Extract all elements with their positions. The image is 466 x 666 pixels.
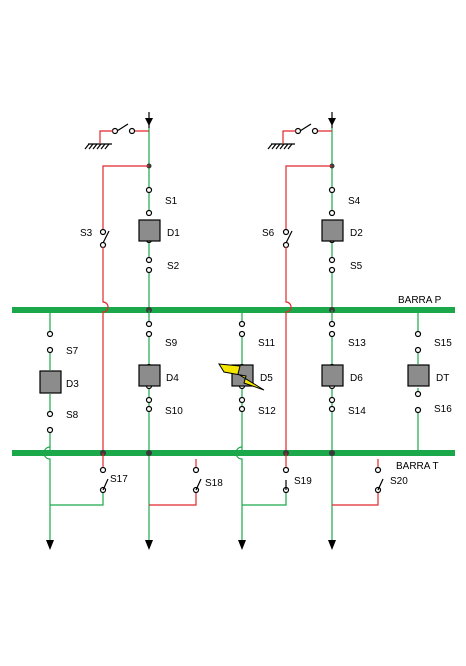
switch-s16-label: S16: [434, 404, 452, 415]
breaker-d5-label: D5: [260, 373, 273, 384]
outgoing-feeder-3: S19: [235, 446, 312, 550]
coupler-dt: S15 DT S16: [407, 310, 452, 453]
outgoing-feeder-4: S20: [328, 453, 408, 550]
breaker-d4[interactable]: [138, 364, 161, 387]
bus-t-label: BARRA T: [396, 461, 439, 472]
lightning-bolt-icon: [218, 363, 265, 391]
feeder-2: S4 D2 S5 S6: [262, 112, 363, 456]
breaker-dt-label: DT: [436, 373, 449, 384]
coupler-d4: S9 D4 S10: [138, 310, 183, 453]
coupler-d3: S7 D3 S8: [39, 310, 79, 453]
coupler-d5: S11 D5 S12: [218, 310, 276, 453]
outgoing-feeder-1: S17: [43, 446, 128, 550]
switch-s12-label: S12: [258, 406, 276, 417]
switch-s2-label: S2: [167, 261, 180, 272]
switch-s5-label: S5: [350, 261, 363, 272]
switch-s18-label: S18: [205, 478, 223, 489]
breaker-d1-label: D1: [167, 228, 180, 239]
switch-s17-label: S17: [110, 474, 128, 485]
switch-s8-label: S8: [66, 410, 79, 421]
breaker-dt[interactable]: [407, 364, 430, 387]
breaker-d3-label: D3: [66, 379, 79, 390]
switch-s3-label: S3: [80, 228, 93, 239]
switch-s10-label: S10: [165, 406, 183, 417]
switch-s13-label: S13: [348, 338, 366, 349]
breaker-d3[interactable]: [39, 370, 62, 394]
outgoing-feeder-2: S18: [145, 453, 223, 550]
switch-s7-label: S7: [66, 346, 79, 357]
breaker-d6[interactable]: [321, 364, 344, 387]
switch-s19-label: S19: [294, 476, 312, 487]
breaker-d2-label: D2: [350, 228, 363, 239]
breaker-d1[interactable]: [138, 219, 161, 242]
switch-s11-label: S11: [258, 338, 275, 349]
switch-s14-label: S14: [348, 406, 366, 417]
breaker-d6-label: D6: [350, 373, 363, 384]
breaker-d2[interactable]: [321, 219, 344, 242]
switch-s6-label: S6: [262, 228, 275, 239]
switch-s1-label: S1: [165, 196, 178, 207]
bus-p-label: BARRA P: [398, 295, 442, 306]
coupler-d6: S13 D6 S14: [321, 310, 366, 453]
feeder-1: S1 D1 S2 S3: [80, 112, 180, 456]
breaker-d4-label: D4: [166, 373, 179, 384]
switch-s9-label: S9: [165, 338, 178, 349]
switch-s15-label: S15: [434, 338, 452, 349]
switch-s4-label: S4: [348, 196, 361, 207]
switch-s20-label: S20: [390, 476, 408, 487]
